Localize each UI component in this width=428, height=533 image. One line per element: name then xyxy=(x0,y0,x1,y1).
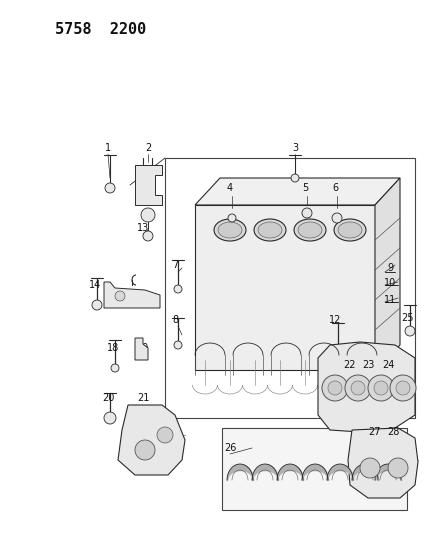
Text: 3: 3 xyxy=(292,143,298,153)
Circle shape xyxy=(104,412,116,424)
Circle shape xyxy=(351,381,365,395)
Polygon shape xyxy=(195,205,375,370)
Text: 15: 15 xyxy=(107,293,119,303)
Text: 22: 22 xyxy=(344,360,356,370)
Text: 16: 16 xyxy=(124,293,136,303)
Polygon shape xyxy=(348,428,418,498)
Circle shape xyxy=(174,341,182,349)
Circle shape xyxy=(143,231,153,241)
Ellipse shape xyxy=(294,219,326,241)
Circle shape xyxy=(390,375,416,401)
Text: 21: 21 xyxy=(137,393,149,403)
Circle shape xyxy=(141,208,155,222)
Circle shape xyxy=(328,381,342,395)
Circle shape xyxy=(105,183,115,193)
Circle shape xyxy=(111,364,119,372)
Text: 23: 23 xyxy=(362,360,374,370)
Text: 8: 8 xyxy=(172,315,178,325)
Circle shape xyxy=(157,427,173,443)
Circle shape xyxy=(302,208,312,218)
Text: 1: 1 xyxy=(105,143,111,153)
Polygon shape xyxy=(104,282,160,308)
Text: 10: 10 xyxy=(384,278,396,288)
Ellipse shape xyxy=(254,219,286,241)
Circle shape xyxy=(174,285,182,293)
Circle shape xyxy=(322,375,348,401)
Text: 20: 20 xyxy=(102,393,114,403)
Circle shape xyxy=(135,440,155,460)
Text: 27: 27 xyxy=(369,427,381,437)
Text: 11: 11 xyxy=(384,295,396,305)
Circle shape xyxy=(115,291,125,301)
Circle shape xyxy=(374,381,388,395)
Polygon shape xyxy=(135,165,162,205)
Bar xyxy=(165,158,415,418)
Circle shape xyxy=(396,381,410,395)
Text: 7: 7 xyxy=(172,260,178,270)
Ellipse shape xyxy=(218,222,242,238)
Circle shape xyxy=(368,375,394,401)
Text: 4: 4 xyxy=(227,183,233,193)
Polygon shape xyxy=(135,338,148,360)
Circle shape xyxy=(291,174,299,182)
Text: 26: 26 xyxy=(224,443,236,453)
Text: 9: 9 xyxy=(387,263,393,273)
Bar xyxy=(222,428,407,510)
Circle shape xyxy=(360,458,380,478)
Ellipse shape xyxy=(334,219,366,241)
Text: 13: 13 xyxy=(137,223,149,233)
Text: 14: 14 xyxy=(89,280,101,290)
Text: 12: 12 xyxy=(329,315,341,325)
Text: 17: 17 xyxy=(142,293,154,303)
Text: 5: 5 xyxy=(302,183,308,193)
Text: 5758  2200: 5758 2200 xyxy=(55,22,146,37)
Circle shape xyxy=(332,213,342,223)
Ellipse shape xyxy=(258,222,282,238)
Polygon shape xyxy=(375,178,400,370)
Polygon shape xyxy=(318,342,415,432)
Circle shape xyxy=(345,375,371,401)
Circle shape xyxy=(388,458,408,478)
Polygon shape xyxy=(118,405,185,475)
Polygon shape xyxy=(195,178,400,205)
Ellipse shape xyxy=(214,219,246,241)
Circle shape xyxy=(228,214,236,222)
Text: 24: 24 xyxy=(382,360,394,370)
Text: 28: 28 xyxy=(387,427,399,437)
Text: 18: 18 xyxy=(107,343,119,353)
Circle shape xyxy=(405,326,415,336)
Circle shape xyxy=(92,300,102,310)
Text: 19: 19 xyxy=(137,343,149,353)
Text: 2: 2 xyxy=(145,143,151,153)
Text: 25: 25 xyxy=(402,313,414,323)
Ellipse shape xyxy=(298,222,322,238)
Ellipse shape xyxy=(338,222,362,238)
Text: 6: 6 xyxy=(332,183,338,193)
